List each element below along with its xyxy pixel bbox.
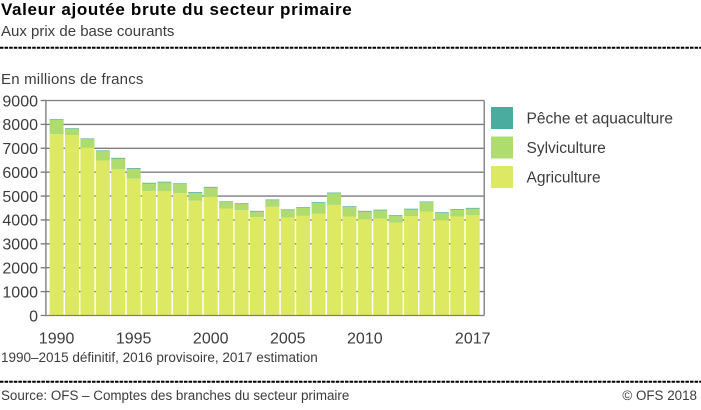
svg-text:4000: 4000 <box>2 213 38 230</box>
svg-text:2010: 2010 <box>347 330 383 347</box>
svg-text:2017: 2017 <box>455 330 491 347</box>
svg-text:2000: 2000 <box>2 261 38 278</box>
svg-text:5000: 5000 <box>2 189 38 206</box>
svg-text:8000: 8000 <box>2 117 38 134</box>
svg-text:Pêche et aquaculture: Pêche et aquaculture <box>527 111 674 128</box>
svg-text:2005: 2005 <box>270 330 306 347</box>
svg-text:1995: 1995 <box>116 330 152 347</box>
svg-text:0: 0 <box>29 308 38 325</box>
svg-text:1000: 1000 <box>2 284 38 301</box>
svg-text:6000: 6000 <box>2 165 38 182</box>
svg-text:7000: 7000 <box>2 141 38 158</box>
svg-text:Agriculture: Agriculture <box>527 170 601 187</box>
svg-text:1990: 1990 <box>39 330 75 347</box>
svg-text:Sylviculture: Sylviculture <box>527 140 606 157</box>
svg-text:2000: 2000 <box>193 330 229 347</box>
svg-text:3000: 3000 <box>2 237 38 254</box>
svg-text:9000: 9000 <box>2 93 38 110</box>
